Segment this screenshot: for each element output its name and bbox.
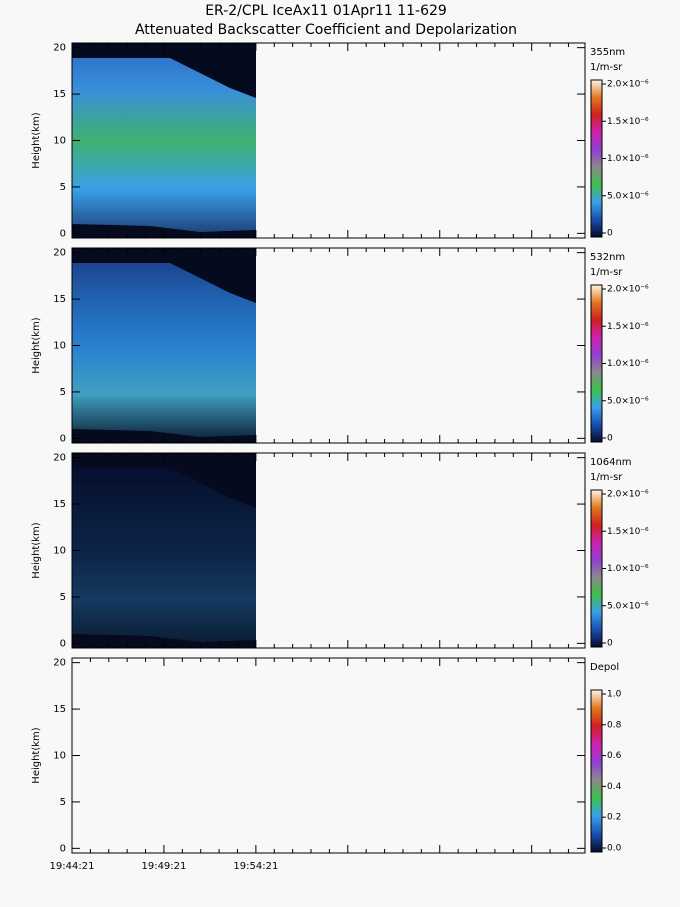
y-tick-label: 0 <box>60 228 66 239</box>
y-tick-label: 10 <box>53 136 66 147</box>
y-tick-label: 5 <box>60 592 66 603</box>
sky-region <box>72 43 256 98</box>
y-tick-label: 20 <box>53 248 66 259</box>
y-tick-label: 15 <box>53 499 66 510</box>
colorbar-tick-label: 1.5×10⁻⁶ <box>607 322 649 332</box>
y-tick-label: 20 <box>53 453 66 464</box>
y-tick-label: 5 <box>60 387 66 398</box>
y-tick-label: 15 <box>53 89 66 100</box>
y-tick-label: 15 <box>53 294 66 305</box>
sky-region <box>72 453 256 508</box>
y-tick-label: 20 <box>53 43 66 54</box>
y-tick-label: 15 <box>53 704 66 715</box>
y-tick-label: 5 <box>60 797 66 808</box>
colorbar-tick-label: 1.0×10⁻⁶ <box>607 154 649 164</box>
y-axis-label: Height(km) <box>31 317 42 373</box>
x-tick-label: 19:44:21 <box>50 861 95 872</box>
subtitle: Attenuated Backscatter Coefficient and D… <box>135 22 517 38</box>
colorbar-tick-label: 0.6 <box>607 751 622 761</box>
colorbar-label: 1/m-sr <box>590 267 623 278</box>
colorbar-label: 1/m-sr <box>590 472 623 483</box>
colorbar <box>590 284 603 443</box>
colorbar-tick-label: 0.2 <box>607 813 621 823</box>
colorbar-tick-label: 2.0×10⁻⁶ <box>607 285 649 295</box>
colorbar <box>590 79 603 238</box>
colorbar-tick-label: 2.0×10⁻⁶ <box>607 80 649 90</box>
colorbar-tick-label: 5.0×10⁻⁶ <box>607 396 649 406</box>
y-axis-label: Height(km) <box>31 112 42 168</box>
y-tick-label: 0 <box>60 843 66 854</box>
colorbar-label: 532nm <box>590 252 625 263</box>
x-tick-label: 19:49:21 <box>141 861 186 872</box>
colorbar-tick-label: 0.4 <box>607 782 622 792</box>
colorbar-tick-label: 1.0×10⁻⁶ <box>607 359 649 369</box>
colorbar-tick-label: 0.8 <box>607 720 622 730</box>
colorbar-tick-label: 0.0 <box>607 844 622 854</box>
y-tick-label: 0 <box>60 638 66 649</box>
y-tick-label: 10 <box>53 751 66 762</box>
colorbar <box>590 689 603 853</box>
y-axis-label: Height(km) <box>31 522 42 578</box>
colorbar-label: 1064nm <box>590 457 632 468</box>
colorbar-tick-label: 0 <box>607 434 613 444</box>
colorbar-tick-label: 1.5×10⁻⁶ <box>607 117 649 127</box>
colorbar-label: 355nm <box>590 47 625 58</box>
colorbar-tick-label: 5.0×10⁻⁶ <box>607 601 649 611</box>
y-tick-label: 10 <box>53 546 66 557</box>
colorbar-label: 1/m-sr <box>590 62 623 73</box>
colorbar-tick-label: 1.0×10⁻⁶ <box>607 564 649 574</box>
colorbar-tick-label: 0 <box>607 229 613 239</box>
colorbar-tick-label: 1.0 <box>607 690 622 700</box>
colorbar-tick-label: 0 <box>607 639 613 649</box>
y-tick-label: 10 <box>53 341 66 352</box>
colorbar-tick-label: 2.0×10⁻⁶ <box>607 490 649 500</box>
y-tick-label: 5 <box>60 182 66 193</box>
x-tick-label: 19:54:21 <box>233 861 278 872</box>
colorbar <box>590 489 603 648</box>
title: ER-2/CPL IceAx11 01Apr11 11-629 <box>205 3 447 19</box>
colorbar-tick-label: 5.0×10⁻⁶ <box>607 191 649 201</box>
colorbar-tick-label: 1.5×10⁻⁶ <box>607 527 649 537</box>
y-tick-label: 20 <box>53 658 66 669</box>
sky-region <box>72 248 256 303</box>
colorbar-label: Depol <box>590 662 619 673</box>
y-tick-label: 0 <box>60 433 66 444</box>
y-axis-label: Height(km) <box>31 727 42 783</box>
